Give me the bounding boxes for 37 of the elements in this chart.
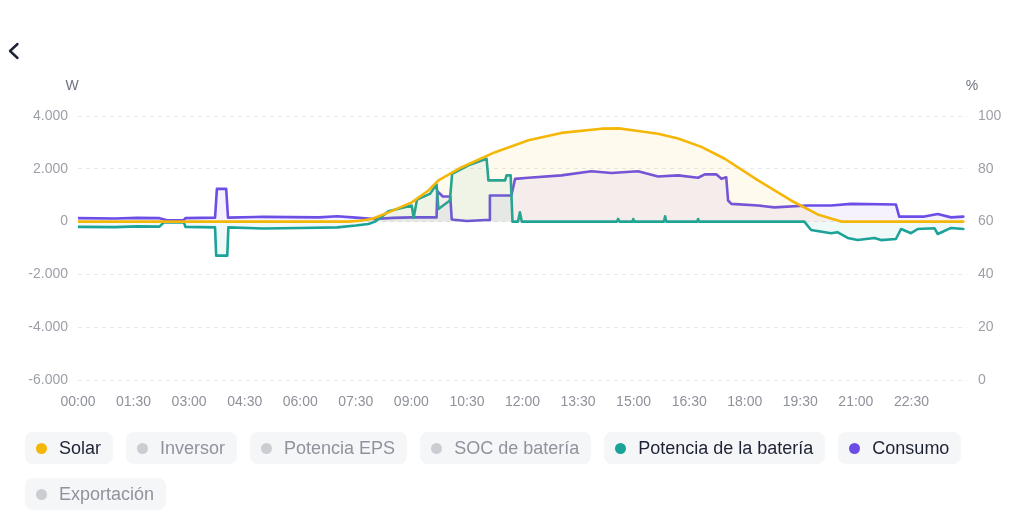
legend-label: SOC de batería [454,437,580,459]
x-tick-label: 10:30 [449,393,485,410]
x-tick-label: 18:00 [727,393,763,410]
x-tick-label: 01:30 [116,393,152,410]
legend-label: Potencia de la batería [638,437,814,459]
y2-axis-title: % [965,76,979,93]
x-tick-label: 21:00 [838,393,874,410]
legend-label: Inversor [160,437,226,459]
x-tick-label: 09:00 [393,393,430,410]
legend-label: Exportación [59,483,155,505]
y-tick-label: -2.000 [28,265,69,282]
x-tick-label: 03:00 [171,393,207,410]
x-tick-label: 15:00 [616,393,652,410]
y-tick-label: 0 [60,212,69,229]
y-tick-label: -6.000 [28,370,69,387]
y2-tick-label: 0 [978,370,986,387]
x-tick-label: 06:00 [282,393,318,410]
y2-tick-label: 100 [978,106,1002,123]
y2-tick-label: 40 [978,265,994,282]
x-tick-label: 07:30 [338,393,374,410]
legend-label: Consumo [872,437,950,459]
y-axis-title: W [65,76,80,93]
x-tick-label: 16:30 [671,393,707,410]
y2-tick-label: 80 [978,159,994,176]
x-tick-label: 22:30 [893,393,930,410]
y-tick-label: 2.000 [32,159,69,176]
x-tick-label: 12:00 [504,393,541,410]
x-tick-label: 04:30 [227,393,263,410]
y-tick-label: -4.000 [28,318,69,335]
x-tick-label: 19:30 [782,393,819,410]
x-tick-label: 13:30 [560,393,596,410]
y2-tick-label: 20 [978,318,994,335]
x-tick-label: 00:00 [60,393,96,410]
legend-label: Solar [59,437,102,459]
legend-label: Potencia EPS [284,437,396,459]
y2-tick-label: 60 [978,212,994,229]
y-tick-label: 4.000 [32,106,69,123]
